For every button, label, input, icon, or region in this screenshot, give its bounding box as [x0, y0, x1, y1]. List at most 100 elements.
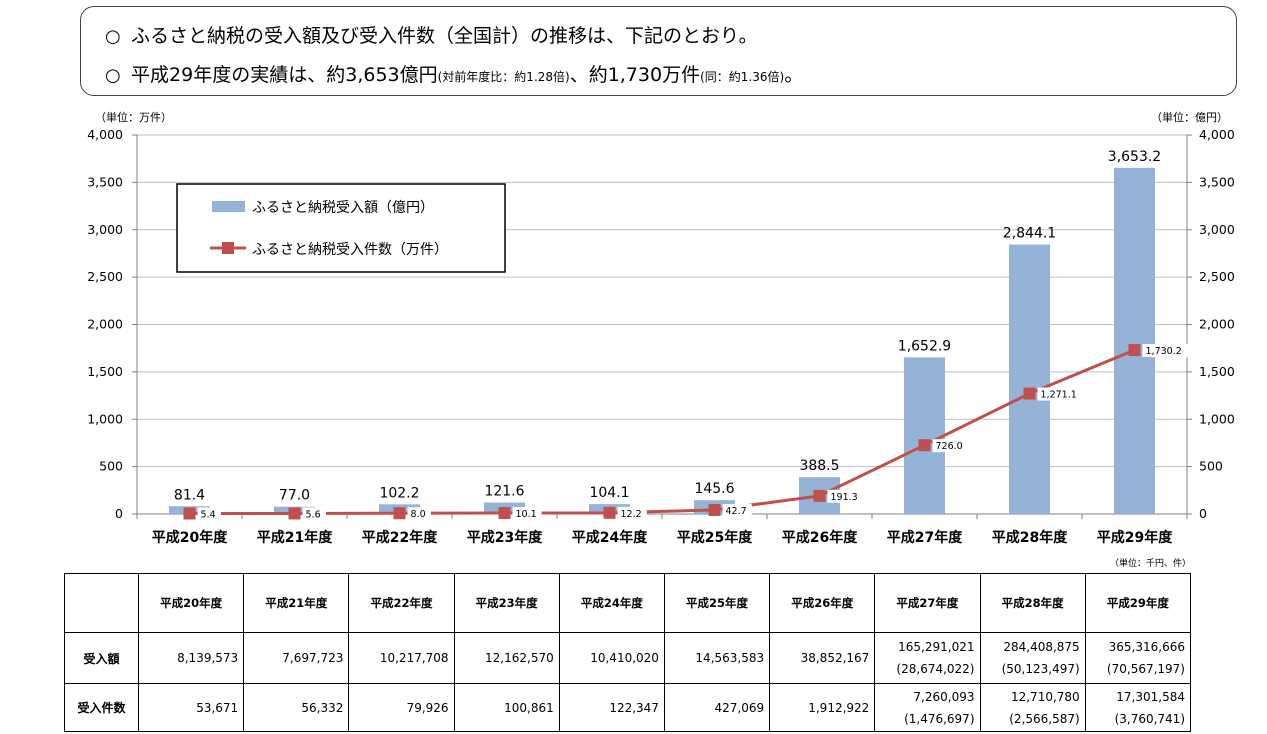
summary-box: ○ ふるさと納税の受入額及び受入件数（全国計）の推移は、下記のとおり。 ○ 平成…: [80, 6, 1237, 96]
right-tick-label: 1,000: [1199, 411, 1235, 426]
table-cell-value: (70,567,197): [1106, 662, 1185, 676]
table-cell-value: 365,316,666: [1108, 640, 1185, 654]
count-marker: [813, 489, 826, 502]
bullet-1: ○: [105, 26, 121, 47]
table-header-cell: 平成20年度: [137, 573, 245, 633]
right-tick-label: 4,000: [1199, 127, 1235, 142]
bar-value-label: 104.1: [589, 485, 629, 501]
table-cell-value: 7,697,723: [282, 651, 344, 665]
table-cell: 8,139,573: [137, 632, 245, 684]
table-cell: 17,301,584 (3,760,741): [1084, 683, 1192, 732]
left-tick-label: 2,500: [87, 269, 123, 284]
right-tick-label: 2,000: [1199, 317, 1235, 332]
count-marker: [183, 507, 196, 520]
table-row-label: 受入額: [64, 632, 139, 684]
right-axis-unit: （単位：億円）: [1151, 110, 1228, 124]
table-cell-value: 17,301,584: [1116, 689, 1185, 704]
count-value-label: 10.1: [516, 509, 537, 520]
table-header-cell: 平成21年度: [243, 573, 350, 633]
table-cell-value: (50,123,497): [1001, 662, 1080, 676]
summary-note-1: (対前年度比：約1.28倍): [437, 70, 570, 84]
table-cell-value: 8,139,573: [177, 651, 239, 665]
x-tick-label: 平成26年度: [782, 529, 858, 546]
count-value-label: 5.6: [306, 509, 321, 520]
x-tick-label: 平成29年度: [1097, 529, 1173, 546]
summary-note-2: (同：約1.36倍): [700, 70, 785, 84]
table-cell-value: 53,671: [196, 700, 239, 715]
table-cell-value: 122,347: [609, 700, 659, 715]
bullet-2: ○: [105, 65, 121, 86]
data-table: 平成20年度 平成21年度 平成22年度 平成23年度 平成24年度 平成25年度 平成26…: [64, 573, 1192, 732]
right-tick-label: 1,500: [1199, 364, 1235, 379]
table-cell-value: 12,162,570: [485, 651, 554, 665]
bar-value-label: 121.6: [484, 483, 524, 499]
bar-value-label: 81.4: [174, 487, 205, 503]
bar: [1009, 244, 1050, 514]
summary-text-2-main: 平成29年度の実績は、約3,653億円: [131, 64, 438, 86]
table-cell: 427,069: [663, 683, 771, 732]
right-tick-label: 500: [1199, 459, 1223, 474]
table-cell-value: 284,408,875: [1003, 640, 1080, 654]
table-cell: 1,912,922: [769, 683, 876, 732]
table-cell-value: 10,217,708: [379, 651, 449, 665]
bar: [1114, 167, 1155, 514]
table-header-cell: 平成22年度: [348, 573, 455, 633]
x-tick-label: 平成25年度: [677, 529, 753, 546]
summary-line-1: ○ ふるさと納税の受入額及び受入件数（全国計）の推移は、下記のとおり。: [105, 21, 758, 48]
count-label-bg: [932, 439, 968, 453]
table-cell: 165,291,021 (28,674,022): [874, 632, 981, 684]
bar-value-label: 145.6: [694, 481, 734, 497]
table-cell: 53,671: [137, 683, 245, 732]
count-label-bg: [617, 506, 647, 520]
table-header-cell: 平成29年度: [1084, 573, 1192, 633]
table-cell-value: 79,926: [406, 700, 449, 715]
count-marker: [288, 507, 301, 520]
table-row: 受入額 8,139,573 7,697,723 10,217,708 12,162,57…: [64, 632, 1192, 684]
table-cell-value: (2,566,587): [1009, 711, 1080, 726]
table-cell: 12,710,780 (2,566,587): [979, 683, 1086, 732]
count-value-label: 12.2: [621, 509, 642, 520]
summary-text-1: ふるさと納税の受入額及び受入件数（全国計）の推移は、下記のとおり。: [131, 25, 758, 47]
table-cell-value: (3,760,741): [1114, 711, 1185, 726]
x-tick-label: 平成20年度: [152, 529, 228, 546]
left-tick-label: 4,000: [87, 127, 123, 142]
count-label-bg: [827, 489, 863, 503]
count-value-label: 1,730.2: [1146, 346, 1182, 357]
left-tick-label: 0: [115, 506, 123, 521]
count-value-label: 726.0: [936, 441, 963, 452]
table-cell: 10,410,020: [558, 632, 665, 684]
count-label-bg: [407, 507, 431, 521]
table-row: 受入件数 53,671 56,332 79,926 100,861 122,347 427,…: [64, 683, 1192, 732]
legend-line-label: ふるさと納税受入件数（万件）: [252, 242, 448, 258]
table-cell: 14,563,583: [663, 632, 771, 684]
x-tick-label: 平成23年度: [467, 529, 543, 546]
table-header-cell: 平成24年度: [558, 573, 665, 633]
table-header-cell: 平成23年度: [453, 573, 560, 633]
count-value-label: 1,271.1: [1041, 390, 1077, 401]
bar-value-label: 3,653.2: [1108, 149, 1161, 165]
table-cell-value: 56,332: [301, 700, 344, 715]
summary-text-2-mid: 、約1,730万件: [569, 64, 701, 86]
count-label-bg: [1142, 344, 1190, 358]
count-label-bg: [1037, 387, 1085, 401]
left-tick-label: 3,000: [87, 222, 123, 237]
table-cell-value: 165,291,021: [898, 640, 975, 654]
count-marker: [708, 503, 721, 516]
table-header-row: 平成20年度 平成21年度 平成22年度 平成23年度 平成24年度 平成25年度 平成26…: [64, 573, 1192, 633]
left-axis-unit: （単位：万件）: [95, 110, 172, 124]
table-cell-value: 7,260,093: [913, 689, 975, 704]
table-cell: 122,347: [558, 683, 665, 732]
count-value-label: 5.4: [201, 509, 216, 520]
x-tick-label: 平成28年度: [992, 529, 1068, 546]
count-marker: [918, 439, 931, 452]
furusato-chart: 0 0 500 500 1,000 1,000 1,500 1,500 2,000 2,000 2,…: [87, 110, 1235, 546]
legend-bar-label: ふるさと納税受入額（億円）: [252, 200, 434, 216]
table-cell: 56,332: [243, 683, 350, 732]
count-line: [189, 348, 1136, 515]
table-cell: 284,408,875 (50,123,497): [979, 632, 1086, 684]
count-value-label: 191.3: [831, 492, 858, 503]
right-tick-label: 2,500: [1199, 269, 1235, 284]
table-cell: 365,316,666 (70,567,197): [1084, 632, 1192, 684]
table-cell: 38,852,167: [769, 632, 876, 684]
x-tick-label: 平成24年度: [572, 529, 648, 546]
